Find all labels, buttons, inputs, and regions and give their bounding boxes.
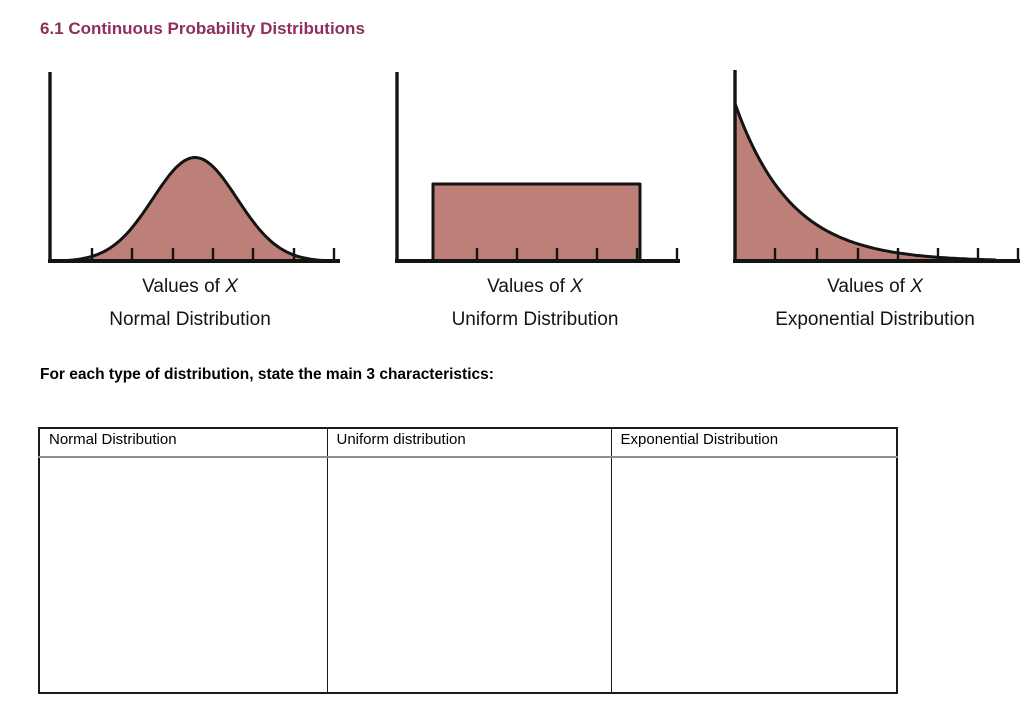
answer-cell-uniform[interactable] [326,457,612,693]
normal-distribution-figure: Values of X Normal Distribution [35,62,345,331]
header-normal-distribution: Normal Distribution [38,428,328,458]
header-uniform-distribution: Uniform distribution [326,428,612,458]
normal-distribution-caption: Normal Distribution [109,309,271,330]
density-curve [733,102,997,262]
uniform-distribution-caption: Uniform Distribution [451,309,619,330]
values-of-text: Values of [487,276,571,297]
normal-distribution-plot [48,72,340,263]
values-of-text: Values of [142,276,226,297]
values-of-x-label-normal: Values of X [35,276,345,298]
x-symbol: X [225,276,238,297]
exponential-distribution-caption: Exponential Distribution [775,309,975,330]
density-area [433,184,640,261]
density-area [55,157,337,262]
characteristics-table: Normal Distribution Uniform distribution… [38,427,898,694]
density-area [735,103,997,261]
values-of-x-label-uniform: Values of X [385,276,685,298]
uniform-distribution-plot [395,72,680,263]
values-of-text: Values of [827,276,911,297]
density-curve [54,156,338,263]
exponential-distribution-figure: Values of X Exponential Distribution [725,62,1024,331]
answer-cell-normal[interactable] [38,457,328,693]
header-exponential-distribution: Exponential Distribution [610,428,898,458]
exponential-distribution-plot [733,70,1020,263]
x-symbol: X [910,276,923,297]
uniform-distribution-figure: Values of X Uniform Distribution [385,62,685,331]
page-title: 6.1 Continuous Probability Distributions [40,19,365,38]
x-symbol: X [570,276,583,297]
table-header-row: Normal Distribution Uniform distribution… [38,428,898,458]
table-row [38,457,898,693]
answer-cell-exponential[interactable] [610,457,898,693]
values-of-x-label-exponential: Values of X [725,276,1024,298]
instruction-text: For each type of distribution, state the… [40,366,494,383]
density-curve [431,182,642,261]
